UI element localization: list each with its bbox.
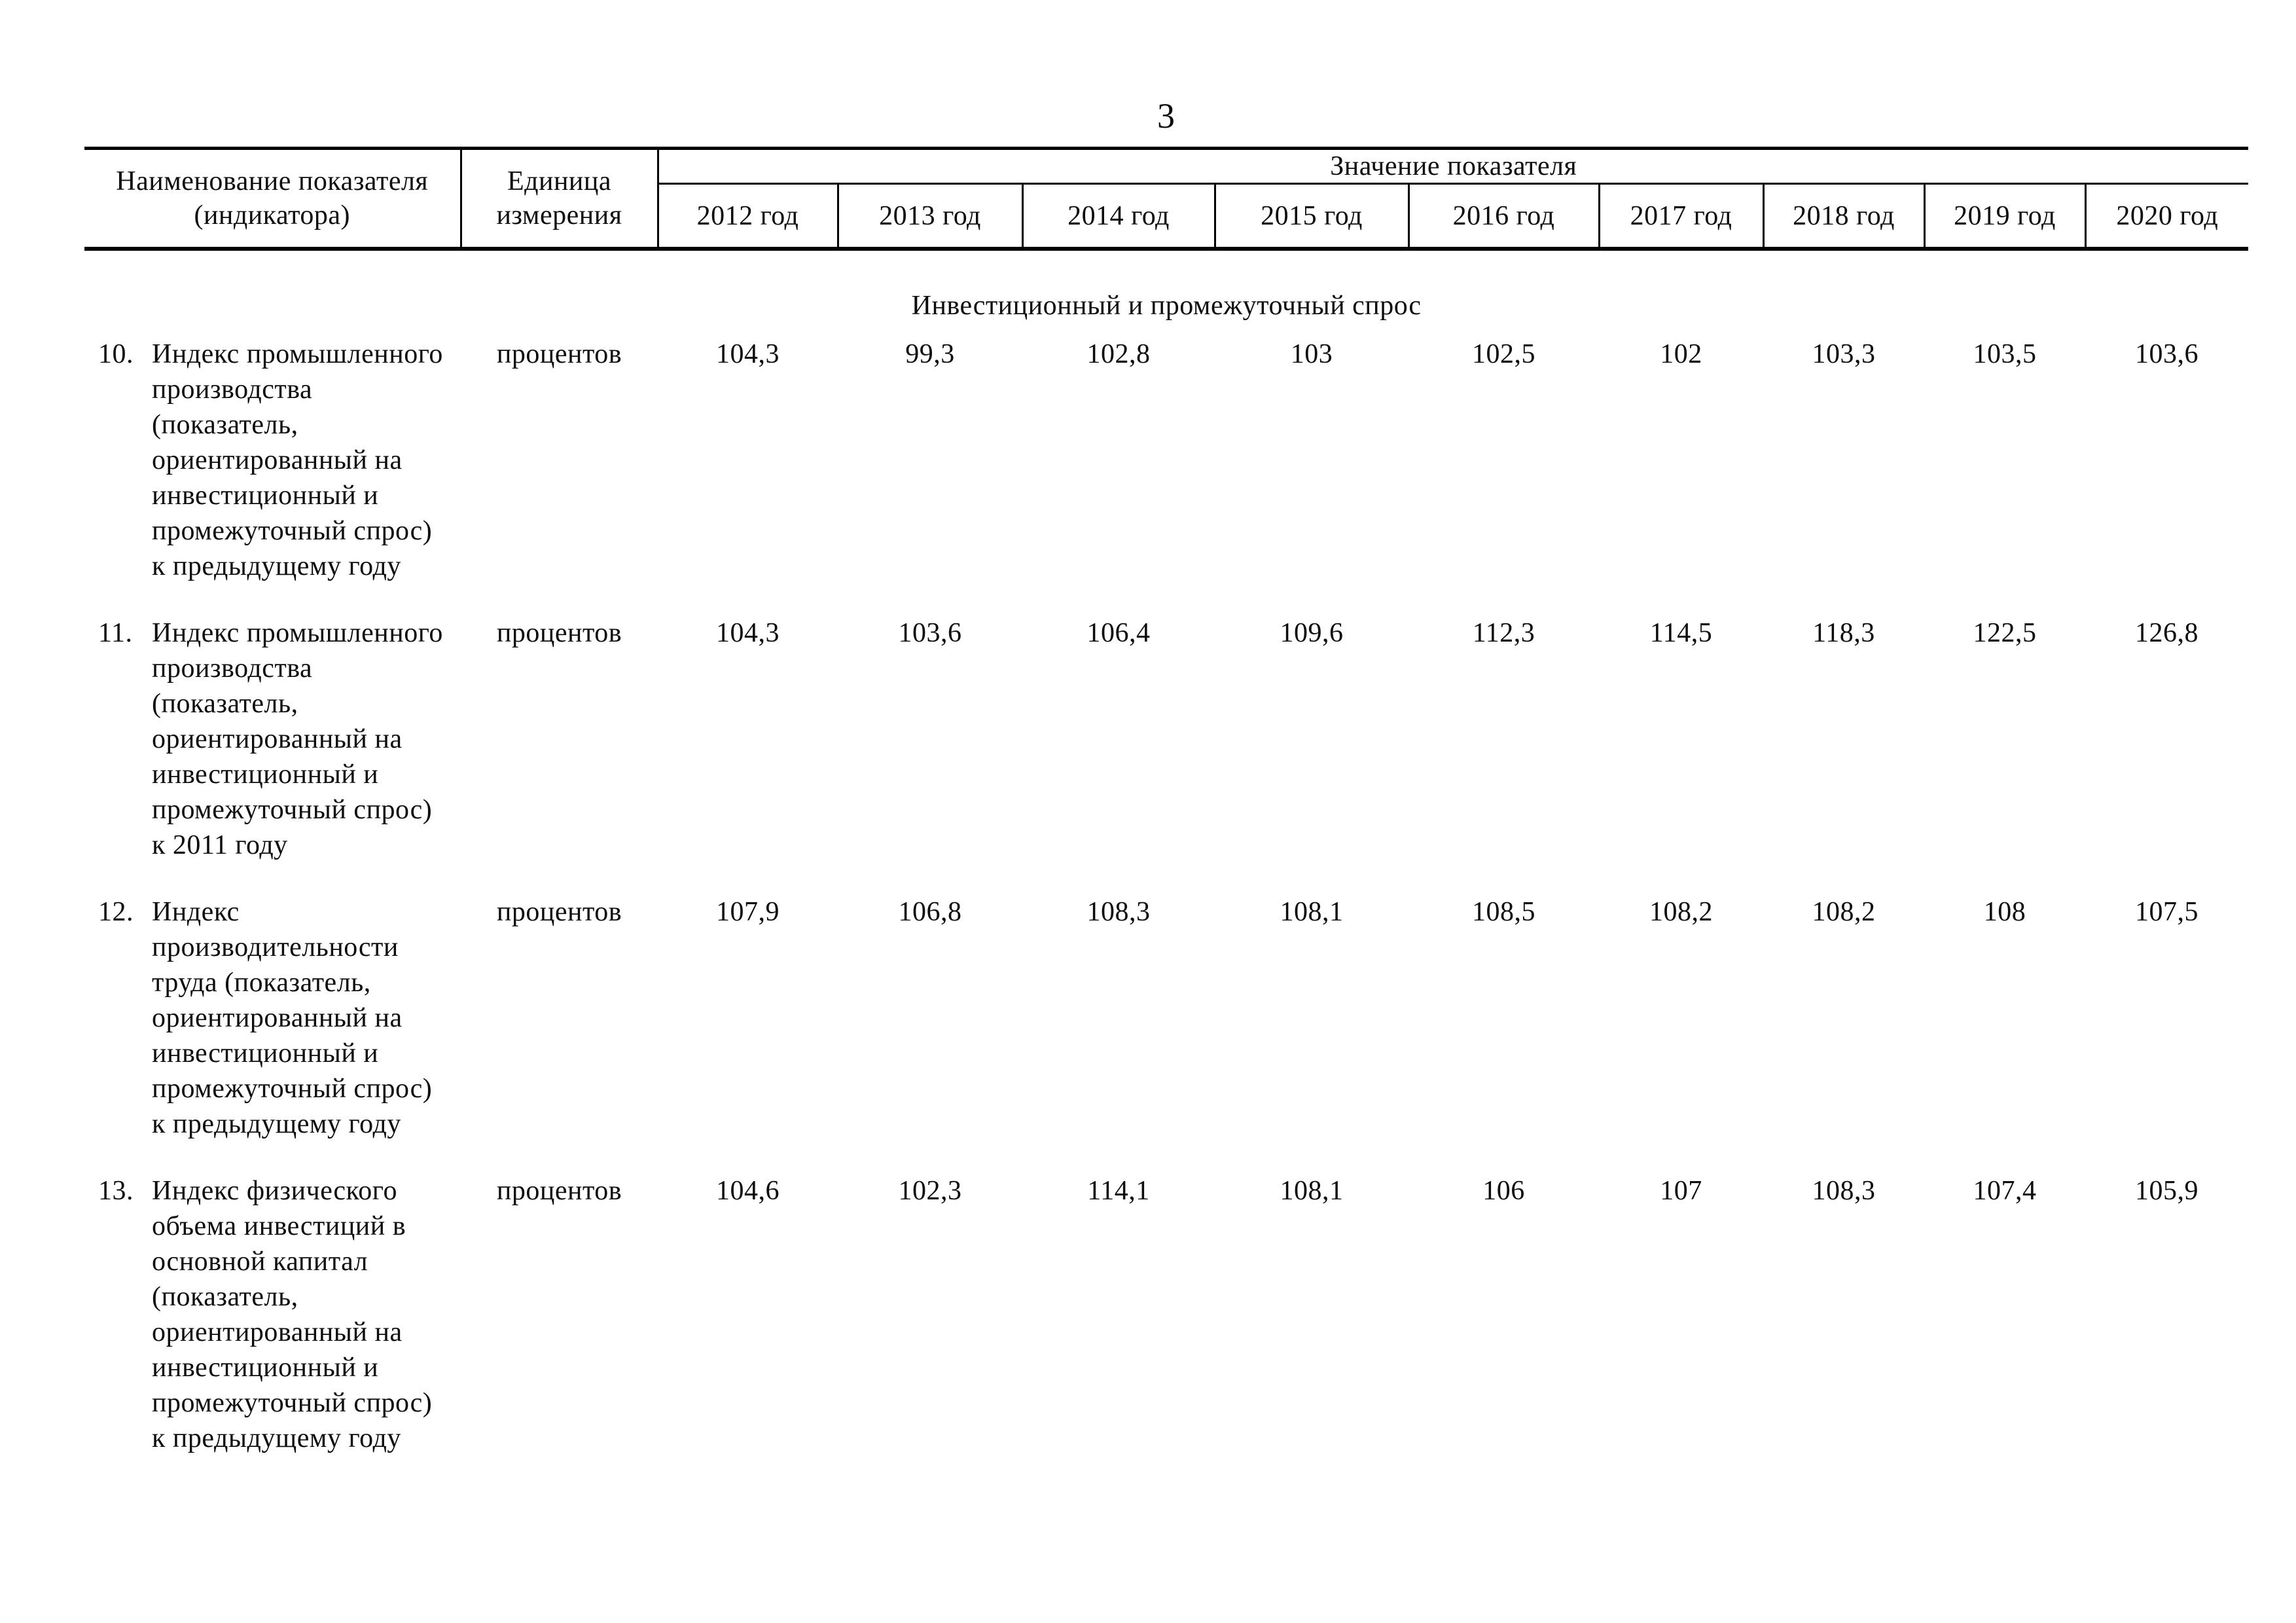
value-cell: 103,6 <box>2135 339 2199 369</box>
value-cell: 108,2 <box>1812 897 1876 927</box>
row-number: 12. <box>98 897 134 927</box>
value-cell: 107,5 <box>2135 897 2199 927</box>
value-cell: 114,5 <box>1649 618 1713 648</box>
header-year-cell: 2018 год <box>1762 183 1924 251</box>
header-year-cell: 2012 год <box>656 183 838 251</box>
value-cell: 126,8 <box>2135 618 2199 648</box>
header-year-cell: 2014 год <box>1021 183 1215 251</box>
indicator-name: Индекс производительности труда (показат… <box>152 897 433 1139</box>
header-year-row: 2012 год 2013 год 2014 год 2015 год 2016 год… <box>84 183 2249 251</box>
table-row: 13. Индекс физического объема инвестиций … <box>84 1158 2248 1472</box>
table-body: Инвестиционный и промежуточный спрос 10.… <box>84 249 2248 1472</box>
value-cell: 108 <box>1983 897 2026 927</box>
header-value-group: Значение показателя <box>658 148 2249 185</box>
table-row: 12. Индекс производительности труда (пока… <box>84 879 2248 1158</box>
indicator-name: Индекс промышленного производства (показ… <box>152 339 443 581</box>
section-header: Инвестиционный и промежуточный спрос <box>911 291 1422 321</box>
value-cell: 118,3 <box>1812 618 1875 648</box>
value-cell: 104,3 <box>716 339 780 369</box>
header-year-cell: 2013 год <box>836 183 1022 251</box>
indicators-table: Наименование показателя (индикатора) Еди… <box>84 147 2249 1472</box>
unit-cell: процентов <box>496 1176 622 1206</box>
value-cell: 104,6 <box>716 1176 780 1206</box>
value-cell: 112,3 <box>1472 618 1535 648</box>
value-cell: 99,3 <box>905 339 955 369</box>
header-year-cell: 2020 год <box>2084 183 2249 251</box>
value-cell: 106,4 <box>1086 618 1151 648</box>
page-number: 3 <box>1157 96 1175 136</box>
value-cell: 103,6 <box>898 618 962 648</box>
header-year-cell: 2017 год <box>1598 183 1763 251</box>
value-cell: 103 <box>1290 339 1333 369</box>
header-year-cell: 2019 год <box>1923 183 2085 251</box>
value-cell: 106 <box>1482 1176 1525 1206</box>
indicator-name-cell: 11. Индекс промышленного производства (по… <box>84 600 461 879</box>
value-cell: 106,8 <box>898 897 962 927</box>
value-cell: 105,9 <box>2135 1176 2199 1206</box>
value-cell: 108,2 <box>1649 897 1713 927</box>
row-number: 10. <box>98 339 134 369</box>
value-cell: 102,5 <box>1472 339 1535 369</box>
header-unit-column: Единица измерения <box>461 148 659 251</box>
value-cell: 102,3 <box>898 1176 962 1206</box>
table-row: 11. Индекс промышленного производства (по… <box>84 600 2248 879</box>
unit-cell: процентов <box>496 618 622 648</box>
row-number: 13. <box>98 1176 134 1206</box>
unit-cell: процентов <box>496 897 622 927</box>
value-cell: 108,3 <box>1086 897 1151 927</box>
indicator-name-cell: 13. Индекс физического объема инвестиций … <box>84 1158 461 1472</box>
header-row-top: Наименование показателя (индикатора) Еди… <box>84 148 2249 251</box>
header-name-column: Наименование показателя (индикатора) <box>84 148 462 251</box>
value-cell: 108,1 <box>1280 1176 1344 1206</box>
header-year-cell: 2016 год <box>1407 183 1599 251</box>
value-cell: 103,5 <box>1973 339 2037 369</box>
value-cell: 108,5 <box>1472 897 1535 927</box>
value-cell: 122,5 <box>1973 618 2037 648</box>
section-row: Инвестиционный и промежуточный спрос <box>84 249 2248 321</box>
value-cell: 107 <box>1660 1176 1702 1206</box>
table-row: 10. Индекс промышленного производства (по… <box>84 321 2248 600</box>
value-cell: 108,1 <box>1280 897 1344 927</box>
value-cell: 114,1 <box>1087 1176 1150 1206</box>
value-cell: 103,3 <box>1812 339 1876 369</box>
indicator-name-cell: 10. Индекс промышленного производства (по… <box>84 321 461 600</box>
value-cell: 102 <box>1660 339 1702 369</box>
table-header: Наименование показателя (индикатора) Еди… <box>84 148 2249 251</box>
indicator-name: Индекс физического объема инвестиций в о… <box>152 1176 433 1453</box>
row-number: 11. <box>98 618 133 648</box>
header-year-cell: 2015 год <box>1213 183 1408 251</box>
value-cell: 102,8 <box>1086 339 1151 369</box>
indicator-name: Индекс промышленного производства (показ… <box>152 618 443 860</box>
value-cell: 107,4 <box>1973 1176 2037 1206</box>
value-cell: 108,3 <box>1812 1176 1876 1206</box>
indicator-name-cell: 12. Индекс производительности труда (пока… <box>84 879 461 1158</box>
value-cell: 109,6 <box>1280 618 1344 648</box>
value-cell: 107,9 <box>716 897 780 927</box>
unit-cell: процентов <box>496 339 622 369</box>
value-cell: 104,3 <box>716 618 780 648</box>
